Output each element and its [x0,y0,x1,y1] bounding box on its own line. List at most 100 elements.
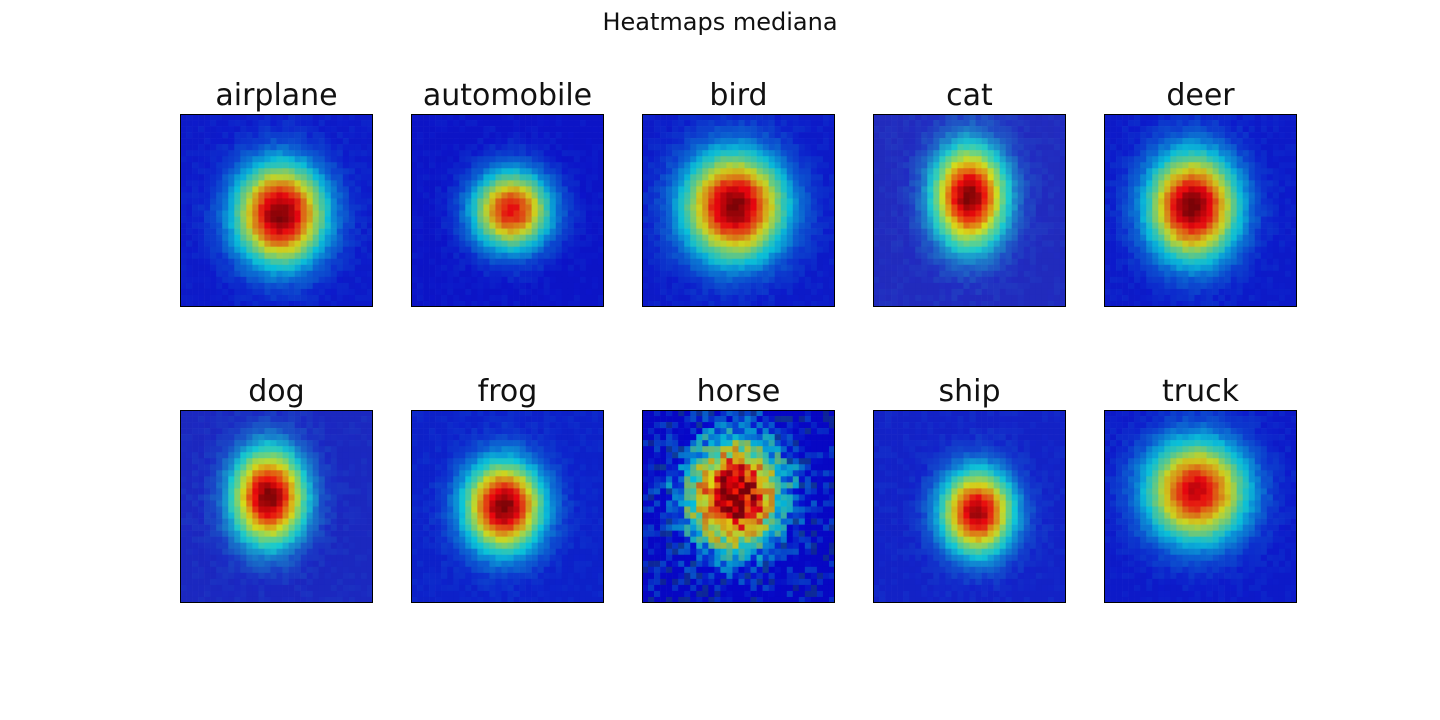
heatmap-cell [768,234,775,241]
heatmap-cell [360,282,368,290]
heatmap-cell [246,180,253,187]
heatmap-cell [828,180,835,187]
heatmap-cell [1230,216,1237,223]
heatmap-cell [525,126,532,133]
heatmap-cell [1200,144,1207,151]
heatmap-cell [579,120,587,127]
heatmap-cell [873,252,880,260]
heatmap-cell [999,120,1006,127]
heatmap-cell [585,252,593,260]
heatmap-cell [786,156,794,163]
heatmap-cell [981,198,988,205]
heatmap-cell [804,258,812,266]
heatmap-cell [180,240,187,247]
heatmap-cell [804,162,812,169]
heatmap-cell [957,228,964,235]
heatmap-cell [198,132,205,139]
heatmap-cell [762,132,769,139]
heatmap-cell [732,300,739,307]
heatmap-cell [1041,294,1049,302]
heatmap-cell [1218,228,1225,235]
heatmap-cell [885,192,892,199]
heatmap-cell [822,288,830,296]
heatmap-cell [804,198,812,205]
heatmap-cell [1236,276,1244,284]
heatmap-cell [441,210,448,217]
heatmap-cell [897,240,904,247]
heatmap-cell [1170,150,1177,157]
heatmap-cell [411,192,418,199]
heatmap-cell [816,156,824,163]
heatmap-cell [186,150,193,157]
heatmap-cell [441,288,448,296]
heatmap-cell [1176,114,1183,121]
heatmap-cell [822,258,830,266]
heatmap-cell [216,132,223,139]
heatmap-cell [1053,180,1061,187]
heatmap-cell [435,258,442,266]
heatmap-cell [336,126,344,133]
heatmap-cell [573,204,581,211]
heatmap-cell [756,258,763,266]
heatmap-cell [1278,138,1286,145]
heatmap-cell [1218,198,1225,205]
heatmap-cell [1176,270,1183,278]
heatmap-cell [1110,180,1117,187]
heatmap-cell [786,300,794,307]
heatmap-cell [987,156,994,163]
heatmap-cell [993,144,1000,151]
heatmap-cell [531,300,538,307]
heatmap-cell [204,282,211,290]
heatmap-cell [1164,252,1171,260]
heatmap-cell [879,240,886,247]
heatmap-cell [1230,210,1237,217]
heatmap-cell [642,252,649,260]
heatmap-cell [774,246,782,254]
heatmap-cell [495,132,502,139]
heatmap-cell [276,216,283,223]
heatmap-cell [453,120,460,127]
heatmap-cell [702,270,709,278]
heatmap-cell [222,174,229,181]
heatmap-cell [348,198,356,205]
heatmap-cell [411,234,418,241]
heatmap-cell [270,264,277,272]
heatmap-cell [1290,270,1297,278]
heatmap-cell [951,144,958,151]
heatmap-cell [750,168,757,175]
heatmap-cell [945,174,952,181]
heatmap-cell [324,228,332,235]
heatmap-cell [591,156,599,163]
heatmap-cell [975,300,982,307]
heatmap-cell [933,114,940,121]
heatmap-cell [1284,144,1292,151]
heatmap-cell [471,204,478,211]
heatmap-cell [993,204,1000,211]
heatmap-cell [1053,216,1061,223]
heatmap-cell [483,288,490,296]
heatmap-cell [822,246,830,254]
heatmap-cell [1224,234,1231,241]
heatmap-cell [192,288,199,296]
heatmap-cell [1005,300,1013,307]
heatmap-cell [489,150,496,157]
heatmap-cell [642,156,649,163]
heatmap-cell [804,180,812,187]
heatmap-cell [1170,210,1177,217]
heatmap-cell [549,120,557,127]
heatmap-cell [591,204,599,211]
heatmap-cell [648,240,655,247]
heatmap-cell [903,156,910,163]
heatmap-cell [1206,204,1213,211]
heatmap-cell [1200,246,1207,254]
heatmap-cell [897,222,904,229]
heatmap-cell [555,228,563,235]
heatmap-cell [204,150,211,157]
heatmap-cell [1035,264,1043,272]
heatmap-cell [897,216,904,223]
heatmap-cell [927,204,934,211]
heatmap-cell [258,300,265,307]
heatmap-cell [1041,132,1049,139]
heatmap-cell [678,198,685,205]
heatmap-cell [477,168,484,175]
